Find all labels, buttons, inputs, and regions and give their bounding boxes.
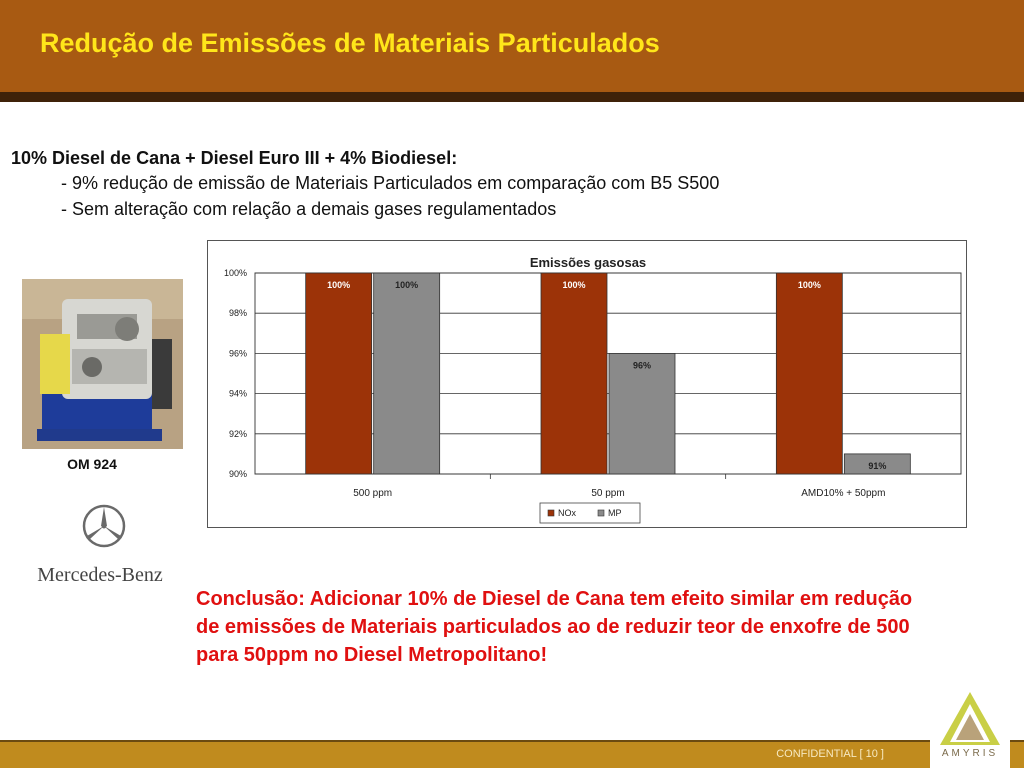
- mercedes-star-icon: [82, 504, 126, 548]
- bullet-item: - Sem alteração com relação a demais gas…: [61, 199, 557, 219]
- bar-nox: [305, 272, 373, 475]
- y-tick-label: 94%: [229, 389, 247, 399]
- x-tick-label: AMD10% + 50ppm: [801, 488, 885, 499]
- plot-area: [254, 272, 962, 475]
- legend-label: NOx: [558, 508, 577, 518]
- y-tick-label: 100%: [224, 268, 247, 278]
- y-tick-label: 90%: [229, 469, 247, 479]
- mercedes-benz-text: Mercedes-Benz: [37, 564, 163, 586]
- amyris-logo: AMYRIS: [930, 690, 1010, 768]
- bar-mp: [373, 272, 441, 475]
- bar-nox: [540, 272, 608, 475]
- legend-label: MP: [608, 508, 622, 518]
- slide-title: Redução de Emissões de Materiais Particu…: [40, 28, 660, 58]
- header-bar: [0, 0, 1024, 92]
- x-tick-label: 50 ppm: [591, 488, 624, 499]
- bar-mp: [843, 453, 911, 475]
- data-label: 100%: [798, 280, 821, 290]
- footer-divider: [0, 740, 1024, 742]
- conclusion-text: Conclusão: Adicionar 10% de Diesel de Ca…: [196, 588, 913, 666]
- amyris-wordmark: AMYRIS: [941, 748, 999, 759]
- engine-caption: OM 924: [67, 456, 117, 472]
- y-tick-label: 92%: [229, 429, 247, 439]
- confidential-label: CONFIDENTIAL [ 10 ]: [776, 748, 884, 760]
- data-label: 91%: [868, 461, 886, 471]
- legend-swatch-nox: [547, 509, 555, 517]
- bar-nox: [775, 272, 843, 475]
- data-label: 96%: [633, 360, 651, 370]
- legend-box: [539, 502, 641, 524]
- bullet-item: - 9% redução de emissão de Materiais Par…: [61, 173, 720, 193]
- amyris-triangle-icon: [940, 692, 1000, 745]
- data-label: 100%: [327, 280, 350, 290]
- engine-photo: [22, 279, 183, 449]
- mercedes-benz-logo: Mercedes-Benz: [26, 500, 174, 592]
- y-tick-label: 96%: [229, 348, 247, 358]
- x-tick-label: 500 ppm: [353, 488, 392, 499]
- y-tick-label: 98%: [229, 308, 247, 318]
- intro-heading: 10% Diesel de Cana + Diesel Euro III + 4…: [11, 148, 458, 168]
- chart-frame: Emissões gasosas 90% 92% 94% 96% 98% 100% 500 p…: [207, 240, 967, 528]
- data-label: 100%: [395, 280, 418, 290]
- bar-mp: [608, 353, 676, 475]
- intro-block: 10% Diesel de Cana + Diesel Euro III + 4…: [11, 146, 719, 222]
- footer-bar: [0, 742, 1024, 768]
- emissions-chart: Emissões gasosas 90% 92% 94% 96% 98% 100% 500 p…: [224, 255, 962, 524]
- data-label: 100%: [562, 280, 585, 290]
- chart-title: Emissões gasosas: [530, 255, 646, 270]
- legend-swatch-mp: [597, 509, 605, 517]
- header-divider: [0, 92, 1024, 102]
